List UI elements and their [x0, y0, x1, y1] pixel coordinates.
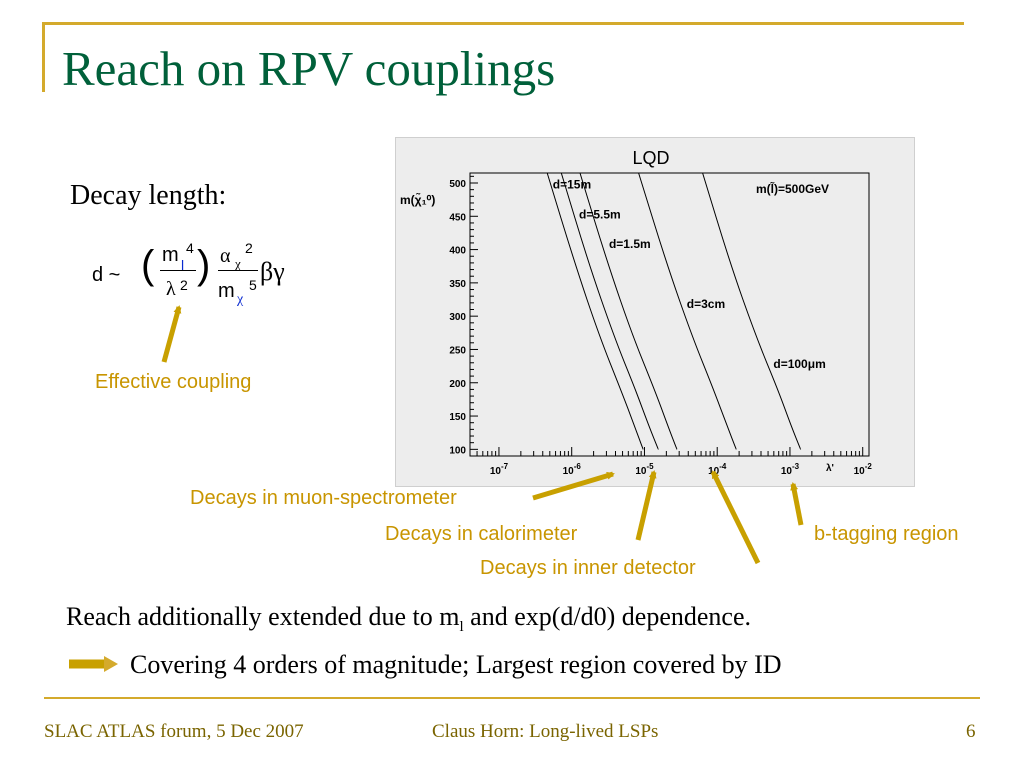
slepton-mass-annotation: m(l̃)=500GeV — [756, 181, 829, 196]
y-axis-label-text: m(χ̃₁⁰) — [400, 192, 435, 207]
formula-num1-sub: l — [181, 257, 185, 273]
muon-spectrometer-arrow — [532, 471, 615, 501]
x-tick-label-1: 10-6 — [563, 462, 582, 477]
footer-author: Claus Horn: Long-lived LSPs — [432, 721, 659, 742]
x-axis-ticks: 10-7 10-6 10-5 10-4 10-3 10-2 — [476, 447, 873, 477]
effective-coupling-arrow — [161, 305, 182, 363]
formula-den2-m: m — [218, 280, 235, 302]
body-line-1-pre: Reach additionally extended due to m — [66, 602, 460, 631]
curve-label-2: d=1.5m — [609, 237, 651, 251]
formula-den1-sup: 2 — [180, 277, 188, 293]
curve-label-0: d=15m — [553, 177, 591, 191]
x-tick-base: 10 — [854, 466, 866, 477]
curve-labels: d=15m d=5.5m d=1.5m d=3cm d=100μm — [553, 177, 826, 371]
curve-2 — [579, 172, 678, 450]
body-line-1-post: and exp(d/d0) dependence. — [463, 602, 751, 631]
x-tick-label-5: 10-2 — [854, 462, 873, 477]
formula-num2-alpha: α — [220, 245, 231, 267]
y-tick-label-250: 250 — [449, 345, 466, 356]
b-tagging-label: b-tagging region — [814, 523, 959, 545]
y-axis-label: m(χ̃₁⁰) — [400, 192, 435, 207]
y-tick-label-150: 150 — [449, 412, 466, 423]
x-tick-base: 10 — [563, 466, 575, 477]
formula-beta-gamma: βγ — [260, 257, 285, 286]
x-tick-exponent: -2 — [865, 462, 873, 471]
y-tick-label-400: 400 — [449, 246, 466, 257]
body-line-1-sub: l — [459, 619, 464, 636]
formula-open-paren: ( — [141, 243, 155, 287]
calorimeter-arrow — [635, 470, 657, 541]
decay-length-label: Decay length: — [70, 180, 227, 211]
plot-frame — [469, 172, 870, 457]
curve-label-3: d=3cm — [687, 297, 725, 311]
formula-fraction-bar-2 — [218, 270, 258, 271]
x-axis-label: λ' — [826, 463, 834, 474]
formula-lhs: d ~ — [92, 264, 121, 286]
y-tick-label-300: 300 — [449, 312, 466, 323]
formula-num1-m: m — [162, 244, 179, 266]
decay-length-curves — [546, 172, 802, 450]
bullet-arrow-icon — [104, 656, 118, 672]
lqd-plot-panel: LQD m(χ̃₁⁰) λ' m(l̃)=500GeV 100 150 200 250… — [395, 137, 915, 487]
x-tick-label-0: 10-7 — [490, 462, 509, 477]
formula-fraction-bar-1 — [160, 270, 196, 271]
x-tick-exponent: -6 — [574, 462, 582, 471]
formula-den1-lambda: λ — [166, 278, 176, 300]
curve-3 — [638, 172, 737, 450]
muon-spectrometer-label: Decays in muon-spectrometer — [190, 487, 457, 509]
x-tick-label-4: 10-3 — [781, 462, 800, 477]
y-tick-label-100: 100 — [449, 445, 466, 456]
x-tick-base: 10 — [490, 466, 502, 477]
b-tagging-arrow — [790, 482, 804, 526]
lqd-chart: LQD m(χ̃₁⁰) λ' m(l̃)=500GeV 100 150 200 250… — [400, 148, 873, 477]
footer-event: SLAC ATLAS forum, 5 Dec 2007 — [44, 721, 304, 742]
curve-label-1: d=5.5m — [579, 207, 621, 221]
formula-den2-sup: 5 — [249, 277, 257, 293]
x-tick-base: 10 — [781, 466, 793, 477]
inner-detector-label: Decays in inner detector — [480, 557, 696, 579]
x-tick-exponent: -4 — [719, 462, 727, 471]
y-axis-ticks: 100 150 200 250 300 350 400 450 500 — [449, 175, 478, 456]
effective-coupling-label: Effective coupling — [95, 371, 252, 393]
y-tick-label-450: 450 — [449, 212, 466, 223]
y-tick-label-500: 500 — [449, 179, 466, 190]
footer-divider — [44, 697, 980, 699]
x-tick-exponent: -7 — [501, 462, 509, 471]
inner-detector-arrow — [710, 470, 761, 565]
formula-num2-sup: 2 — [245, 240, 253, 256]
y-tick-label-350: 350 — [449, 279, 466, 290]
slide-title: Reach on RPV couplings — [62, 41, 556, 96]
x-tick-exponent: -3 — [792, 462, 800, 471]
curve-1 — [560, 172, 659, 450]
formula-close-paren: ) — [197, 243, 211, 287]
curve-0 — [546, 172, 644, 450]
chart-title: LQD — [632, 148, 669, 168]
curve-4 — [702, 172, 802, 450]
curve-label-4: d=100μm — [773, 357, 825, 371]
body-line-1: Reach additionally extended due to ml an… — [66, 602, 751, 636]
formula-num1-sup: 4 — [186, 240, 194, 256]
formula-num2-sub: χ — [235, 256, 241, 271]
title-frame-top — [42, 22, 964, 25]
y-tick-label-200: 200 — [449, 379, 466, 390]
calorimeter-label: Decays in calorimeter — [385, 523, 578, 545]
title-frame-left — [42, 22, 45, 92]
x-tick-label-2: 10-5 — [635, 462, 654, 477]
x-tick-base: 10 — [635, 466, 647, 477]
body-line-2: Covering 4 orders of magnitude; Largest … — [130, 650, 782, 679]
formula-den2-sub: χ — [237, 292, 244, 307]
footer-page-number: 6 — [966, 721, 976, 742]
x-tick-exponent: -5 — [646, 462, 654, 471]
